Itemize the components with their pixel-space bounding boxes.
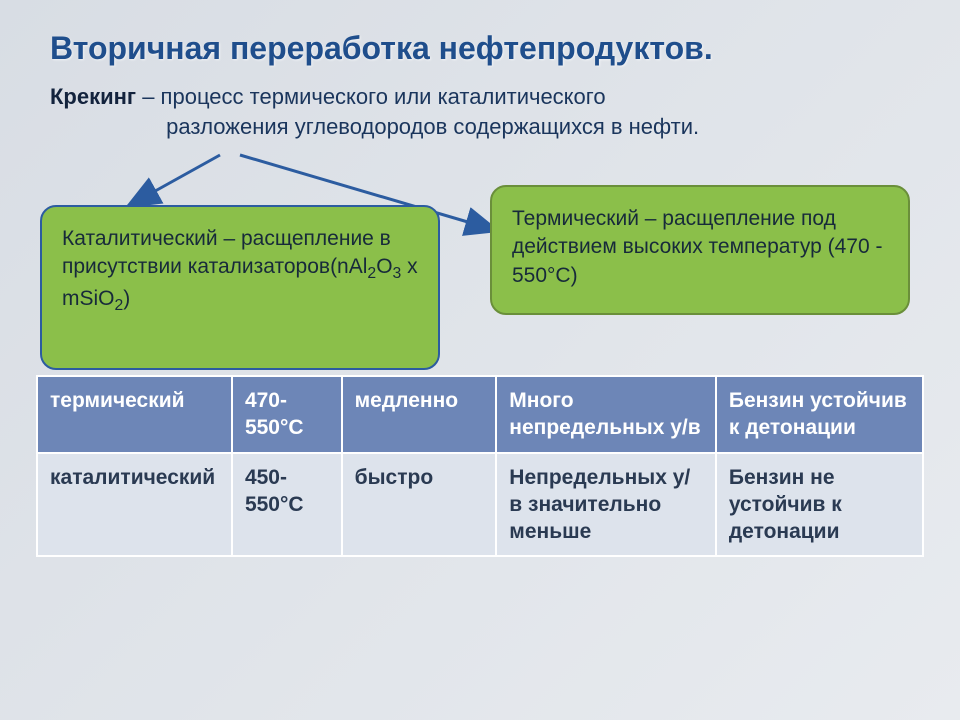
cell: Бензин устойчив к детонации [716, 376, 923, 453]
sub1: 2 [367, 266, 376, 283]
comparison-table: термический 470-550°С медленно Много неп… [36, 375, 924, 557]
cell: 450-550°С [232, 453, 342, 557]
thermal-text: Термический – расщепление под действием … [512, 207, 882, 287]
cell: каталитический [37, 453, 232, 557]
tail: ) [123, 287, 130, 310]
cell: Непредельных у/в значительно меньше [496, 453, 716, 557]
thermal-box: Термический – расщепление под действием … [490, 185, 910, 315]
cell: 470-550°С [232, 376, 342, 453]
definition: Крекинг – процесс термического или катал… [50, 82, 910, 141]
sub2: 3 [393, 266, 402, 283]
cell: быстро [342, 453, 497, 557]
table-row: термический 470-550°С медленно Много неп… [37, 376, 923, 453]
cell: медленно [342, 376, 497, 453]
cell: термический [37, 376, 232, 453]
page-title: Вторичная переработка нефтепродуктов. [50, 30, 713, 67]
sub3: 2 [115, 297, 124, 314]
table-row: каталитический 450-550°С быстро Непредел… [37, 453, 923, 557]
catalytic-box: Каталитический – расщепление в присутств… [40, 205, 440, 370]
term: Крекинг [50, 84, 136, 109]
cell: Много непредельных у/в [496, 376, 716, 453]
mid1: O [376, 255, 392, 278]
catalytic-text: Каталитический – расщепление в присутств… [62, 227, 391, 278]
cell: Бензин не устойчив к детонации [716, 453, 923, 557]
def-line1: – процесс термического или каталитическо… [136, 84, 605, 109]
def-line2: разложения углеводородов содержащихся в … [166, 114, 699, 139]
